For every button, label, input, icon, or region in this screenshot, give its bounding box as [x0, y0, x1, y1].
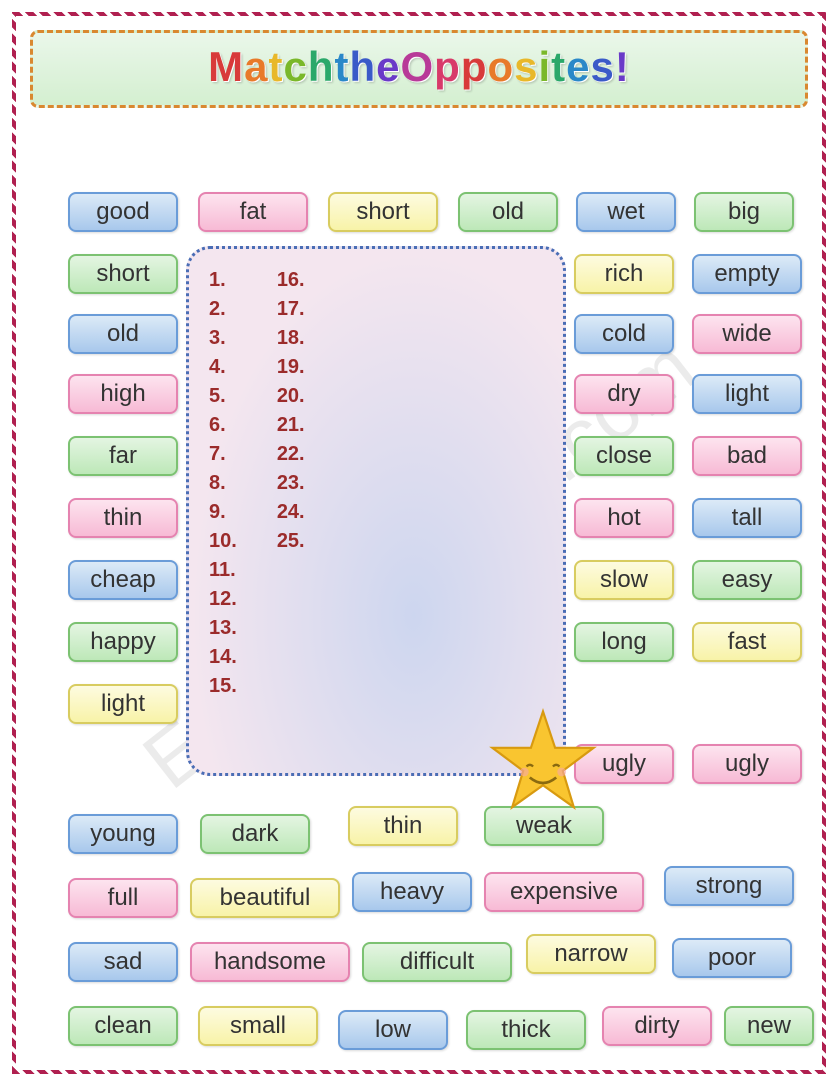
- word-box[interactable]: new: [724, 1006, 814, 1046]
- word-box[interactable]: expensive: [484, 872, 644, 912]
- word-box[interactable]: far: [68, 436, 178, 476]
- answer-column-1: 1. 2. 3. 4. 5. 6. 7. 8. 9. 10. 11. 12. 13. 14. 15.: [209, 269, 237, 698]
- word-box[interactable]: full: [68, 878, 178, 918]
- word-box[interactable]: strong: [664, 866, 794, 906]
- word-box[interactable]: cheap: [68, 560, 178, 600]
- title-letter: t: [334, 43, 349, 91]
- title-letter: a: [244, 43, 268, 91]
- answer-number: 24.: [277, 501, 305, 524]
- word-box[interactable]: rich: [574, 254, 674, 294]
- word-box[interactable]: fast: [692, 622, 802, 662]
- worksheet-page: Match the Opposites! ESLprintables.com 1…: [0, 0, 838, 1086]
- title-letter: t: [268, 43, 283, 91]
- word-box[interactable]: beautiful: [190, 878, 340, 918]
- answer-number: 15.: [209, 675, 237, 698]
- word-box[interactable]: wet: [576, 192, 676, 232]
- word-box[interactable]: young: [68, 814, 178, 854]
- star-decoration: [488, 706, 598, 816]
- decorative-border: Match the Opposites! ESLprintables.com 1…: [12, 12, 826, 1074]
- word-box[interactable]: cold: [574, 314, 674, 354]
- word-box[interactable]: slow: [574, 560, 674, 600]
- word-box[interactable]: thin: [348, 806, 458, 846]
- title-text: Match the Opposites!: [33, 43, 805, 91]
- word-box[interactable]: close: [574, 436, 674, 476]
- answer-number: 13.: [209, 617, 237, 640]
- title-letter: c: [283, 43, 307, 91]
- answer-number: 8.: [209, 472, 237, 495]
- word-box[interactable]: short: [328, 192, 438, 232]
- word-box[interactable]: narrow: [526, 934, 656, 974]
- answer-number: 5.: [209, 385, 237, 408]
- word-box[interactable]: poor: [672, 938, 792, 978]
- word-box[interactable]: old: [68, 314, 178, 354]
- title-letter: h: [349, 43, 376, 91]
- word-box[interactable]: wide: [692, 314, 802, 354]
- answer-number: 22.: [277, 443, 305, 466]
- word-box[interactable]: dirty: [602, 1006, 712, 1046]
- answer-number: 16.: [277, 269, 305, 292]
- title-letter: O: [401, 43, 435, 91]
- title-letter: p: [434, 43, 461, 91]
- answer-number: 11.: [209, 559, 237, 582]
- word-box[interactable]: light: [692, 374, 802, 414]
- title-letter: p: [461, 43, 488, 91]
- word-box[interactable]: ugly: [692, 744, 802, 784]
- answer-number: 18.: [277, 327, 305, 350]
- word-box[interactable]: handsome: [190, 942, 350, 982]
- title-letter: !: [615, 43, 630, 91]
- title-letter: h: [308, 43, 335, 91]
- word-box[interactable]: light: [68, 684, 178, 724]
- word-box[interactable]: clean: [68, 1006, 178, 1046]
- answer-number: 17.: [277, 298, 305, 321]
- word-box[interactable]: short: [68, 254, 178, 294]
- answer-number: 23.: [277, 472, 305, 495]
- title-letter: s: [591, 43, 615, 91]
- title-letter: s: [514, 43, 538, 91]
- title-letter: t: [551, 43, 566, 91]
- word-box[interactable]: thick: [466, 1010, 586, 1050]
- word-box[interactable]: high: [68, 374, 178, 414]
- word-box[interactable]: sad: [68, 942, 178, 982]
- title-letter: e: [566, 43, 590, 91]
- answer-column-2: 16. 17. 18. 19. 20. 21. 22. 23. 24. 25.: [277, 269, 305, 698]
- answer-number: 1.: [209, 269, 237, 292]
- word-box[interactable]: big: [694, 192, 794, 232]
- answer-number: 21.: [277, 414, 305, 437]
- answer-number: 3.: [209, 327, 237, 350]
- word-box[interactable]: low: [338, 1010, 448, 1050]
- word-box[interactable]: hot: [574, 498, 674, 538]
- title-letter: o: [487, 43, 514, 91]
- word-box[interactable]: long: [574, 622, 674, 662]
- answer-number: 10.: [209, 530, 237, 553]
- answer-number: 7.: [209, 443, 237, 466]
- answer-number: 9.: [209, 501, 237, 524]
- word-box[interactable]: happy: [68, 622, 178, 662]
- answer-number: 12.: [209, 588, 237, 611]
- word-box[interactable]: bad: [692, 436, 802, 476]
- word-box[interactable]: tall: [692, 498, 802, 538]
- word-box[interactable]: empty: [692, 254, 802, 294]
- word-box[interactable]: dry: [574, 374, 674, 414]
- word-box[interactable]: old: [458, 192, 558, 232]
- answer-number: 6.: [209, 414, 237, 437]
- answer-number: 4.: [209, 356, 237, 379]
- answer-number: 20.: [277, 385, 305, 408]
- answer-number: 19.: [277, 356, 305, 379]
- word-box[interactable]: heavy: [352, 872, 472, 912]
- answer-number: 2.: [209, 298, 237, 321]
- answer-number: 25.: [277, 530, 305, 553]
- word-box[interactable]: thin: [68, 498, 178, 538]
- answer-box: 1. 2. 3. 4. 5. 6. 7. 8. 9. 10. 11. 12. 13. 14. 15. 16.…: [186, 246, 566, 776]
- title-letter: e: [376, 43, 400, 91]
- word-box[interactable]: good: [68, 192, 178, 232]
- word-box[interactable]: fat: [198, 192, 308, 232]
- answer-number: 14.: [209, 646, 237, 669]
- title-letter: i: [539, 43, 552, 91]
- word-box[interactable]: difficult: [362, 942, 512, 982]
- word-box[interactable]: easy: [692, 560, 802, 600]
- title-letter: M: [208, 43, 244, 91]
- word-box[interactable]: dark: [200, 814, 310, 854]
- title-box: Match the Opposites!: [30, 30, 808, 108]
- word-box[interactable]: small: [198, 1006, 318, 1046]
